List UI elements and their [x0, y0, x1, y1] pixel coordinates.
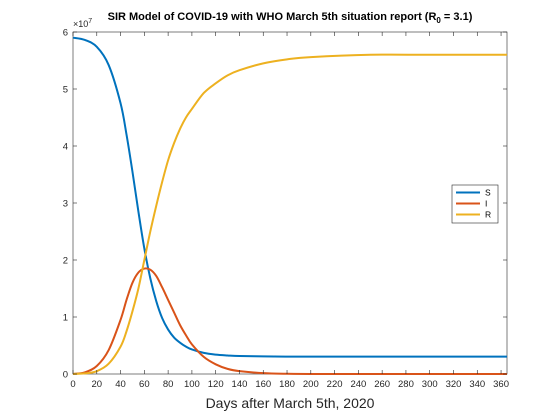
x-tick-label: 0	[70, 379, 75, 390]
x-axis-ticks: 0 20 40 60 80 100 120 140 160 180 200 220 240 260 280 3…	[70, 32, 509, 390]
y-tick-label: 3	[63, 199, 68, 210]
y-tick-label: 4	[63, 142, 68, 153]
y-axis-ticks: 0 1 2 3 4 5 6	[63, 28, 507, 381]
x-tick-label: 260	[374, 379, 390, 390]
x-tick-label: 280	[398, 379, 414, 390]
series-line-r	[72, 53, 507, 375]
x-tick-label: 140	[232, 379, 248, 390]
y-exponent-label: ×107	[73, 18, 92, 29]
x-tick-label: 220	[327, 379, 343, 390]
x-tick-label: 320	[446, 379, 462, 390]
x-tick-label: 100	[184, 379, 200, 390]
x-tick-label: 40	[115, 379, 126, 390]
x-tick-label: 60	[139, 379, 150, 390]
y-tick-label: 5	[63, 85, 68, 96]
x-tick-label: 340	[469, 379, 485, 390]
y-tick-label: 2	[63, 256, 68, 267]
legend-label-s: S	[485, 188, 491, 198]
y-tick-label: 1	[63, 313, 68, 324]
x-axis-label: Days after March 5th, 2020	[206, 395, 375, 411]
legend: SIR	[451, 184, 499, 224]
x-tick-label: 300	[422, 379, 438, 390]
series-line-s	[72, 36, 507, 358]
x-tick-label: 360	[493, 379, 509, 390]
y-tick-label: 6	[63, 28, 68, 39]
x-tick-label: 120	[208, 379, 224, 390]
series-layer	[72, 36, 508, 376]
series-line-i	[72, 267, 508, 376]
legend-label-i: I	[485, 199, 487, 209]
x-tick-label: 180	[279, 379, 295, 390]
y-tick-label: 0	[63, 370, 68, 381]
chart-title: SIR Model of COVID-19 with WHO March 5th…	[108, 11, 473, 25]
x-tick-label: 240	[350, 379, 366, 390]
x-tick-label: 200	[303, 379, 319, 390]
legend-label-r: R	[485, 210, 491, 220]
x-tick-label: 80	[163, 379, 174, 390]
x-tick-label: 20	[91, 379, 102, 390]
x-tick-label: 160	[255, 379, 271, 390]
